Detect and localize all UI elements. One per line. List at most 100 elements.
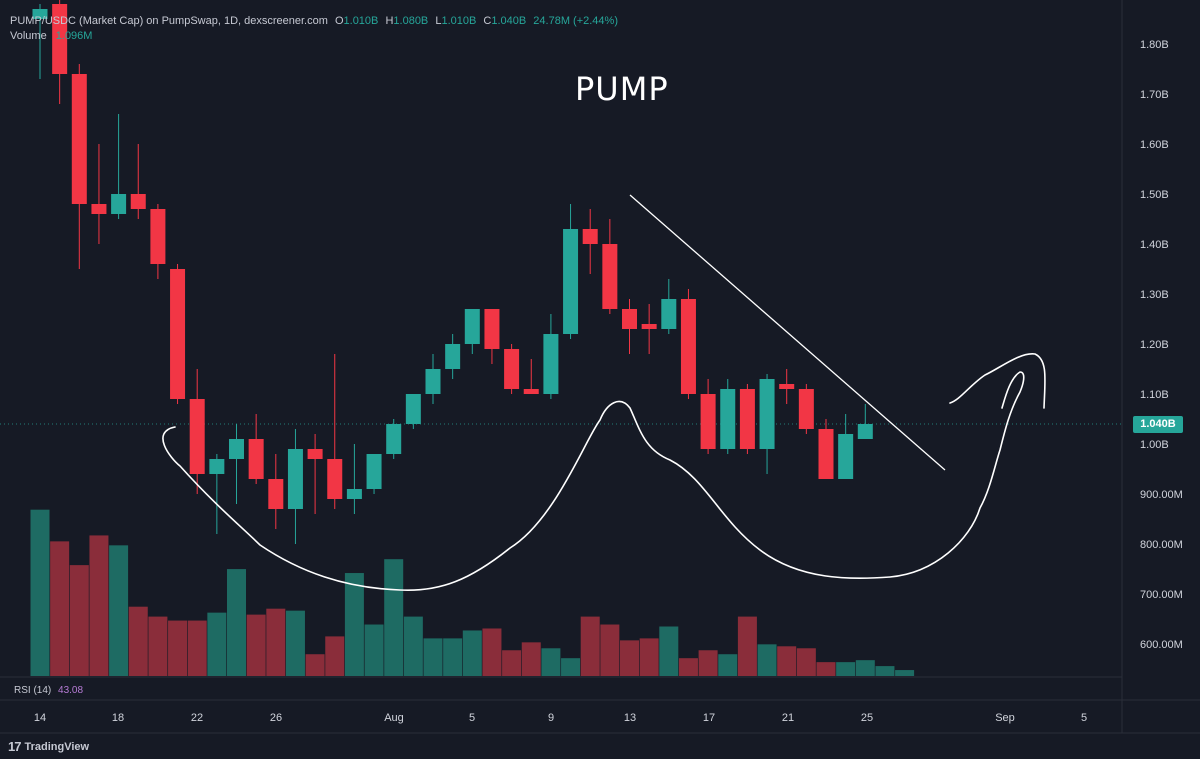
- candle-body: [602, 244, 618, 309]
- volume-bar: [561, 658, 581, 676]
- symbol-legend: PUMP/USDC (Market Cap) on PumpSwap, 1D, …: [10, 15, 618, 27]
- time-axis-label: 5: [469, 712, 475, 724]
- candle-body: [484, 309, 500, 349]
- trendline-drawing[interactable]: [629, 194, 946, 471]
- candle-body: [425, 369, 441, 394]
- volume-bar: [777, 646, 797, 676]
- volume-bar: [443, 638, 463, 676]
- volume-bar: [325, 636, 345, 676]
- time-axis-label: 14: [34, 712, 46, 724]
- high-key: H: [385, 15, 394, 27]
- candle-body: [111, 194, 127, 214]
- volume-bar: [796, 648, 816, 676]
- candle-body: [327, 459, 343, 499]
- last-price-tag: 1.040B: [1133, 416, 1183, 433]
- volume-bar: [364, 624, 384, 676]
- rsi-label: RSI (14): [14, 685, 52, 696]
- volume-bar: [168, 620, 188, 676]
- volume-bar: [482, 628, 502, 676]
- price-axis-label: 1.60B: [1140, 139, 1169, 151]
- candle-body: [563, 229, 579, 334]
- volume-bar: [816, 662, 836, 676]
- candle-body: [661, 299, 677, 329]
- time-axis-label: Sep: [995, 712, 1015, 724]
- candle-body: [386, 424, 402, 454]
- low-value: 1.010B: [441, 15, 477, 27]
- candle-body: [622, 309, 637, 329]
- candle-body: [798, 389, 814, 429]
- high-value: 1.080B: [393, 15, 429, 27]
- candle-body: [759, 379, 775, 449]
- candle-body: [366, 454, 382, 489]
- volume-bar: [128, 606, 148, 676]
- rsi-value: 43.08: [58, 685, 84, 696]
- tradingview-mark-icon: 17: [8, 739, 22, 754]
- candle-body: [582, 229, 598, 244]
- candle-body: [248, 439, 264, 479]
- price-axis-label: 1.20B: [1140, 339, 1169, 351]
- candle-body: [268, 479, 284, 509]
- open-key: O: [334, 15, 344, 27]
- price-axis-label: 1.40B: [1140, 239, 1169, 251]
- volume-bar: [698, 650, 718, 676]
- price-axis-label: 1.50B: [1140, 189, 1169, 201]
- time-axis-label: 5: [1081, 712, 1087, 724]
- time-axis-label: 22: [191, 712, 203, 724]
- volume-bar: [580, 616, 600, 676]
- candle-body: [523, 389, 539, 394]
- candle-body: [700, 394, 716, 449]
- rsi-legend: RSI (14) 43.08: [14, 685, 83, 696]
- symbol-title: PUMP/USDC (Market Cap) on PumpSwap, 1D, …: [10, 15, 328, 27]
- price-axis-label: 1.00B: [1140, 439, 1169, 451]
- price-axis-label: 1.80B: [1140, 39, 1169, 51]
- volume-bar: [89, 535, 109, 676]
- candle-body: [71, 74, 87, 204]
- candle-body: [838, 434, 854, 479]
- volume-bar: [344, 573, 364, 676]
- volume-bar: [423, 638, 443, 676]
- open-value: 1.010B: [343, 15, 379, 27]
- volume-bar: [246, 614, 266, 676]
- volume-bar: [678, 658, 698, 676]
- volume-bar: [855, 660, 875, 676]
- volume-bar: [227, 569, 246, 676]
- volume-bar: [30, 509, 50, 676]
- volume-bar: [50, 541, 70, 676]
- candle-body: [680, 299, 696, 394]
- candle-body: [52, 4, 68, 74]
- price-axis-label: 800.00M: [1140, 539, 1183, 551]
- time-axis-label: 13: [624, 712, 636, 724]
- volume-bar: [109, 545, 129, 676]
- candle-body: [445, 344, 461, 369]
- volume-bar: [148, 616, 168, 676]
- candle-body: [464, 309, 480, 344]
- volume-label: Volume: [10, 30, 47, 42]
- candle-body: [779, 384, 795, 389]
- volume-bar: [266, 608, 286, 676]
- volume-bar: [757, 644, 777, 676]
- candle-body: [287, 449, 303, 509]
- volume-legend: Volume 1.096M: [10, 30, 92, 42]
- candle-body: [170, 269, 186, 399]
- candle-body: [818, 429, 834, 479]
- volume-bar: [737, 616, 757, 676]
- volume-bar: [639, 638, 659, 676]
- cup-and-handle-drawing[interactable]: [162, 371, 1025, 592]
- tradingview-logo[interactable]: 17 TradingView: [8, 739, 89, 754]
- price-axis-label: 600.00M: [1140, 639, 1183, 651]
- volume-bar: [895, 670, 915, 676]
- volume-bar: [403, 616, 423, 676]
- volume-bar: [836, 662, 856, 676]
- time-axis-label: 17: [703, 712, 715, 724]
- candle-body: [405, 394, 421, 424]
- volume-bar: [187, 620, 207, 676]
- handle-arc-drawing[interactable]: [949, 353, 1046, 409]
- volume-bar: [541, 648, 561, 676]
- candle-body: [32, 9, 48, 19]
- time-axis-label: 25: [861, 712, 873, 724]
- volume-bar: [659, 626, 679, 676]
- volume-bar: [620, 640, 639, 676]
- volume-bar: [207, 612, 227, 676]
